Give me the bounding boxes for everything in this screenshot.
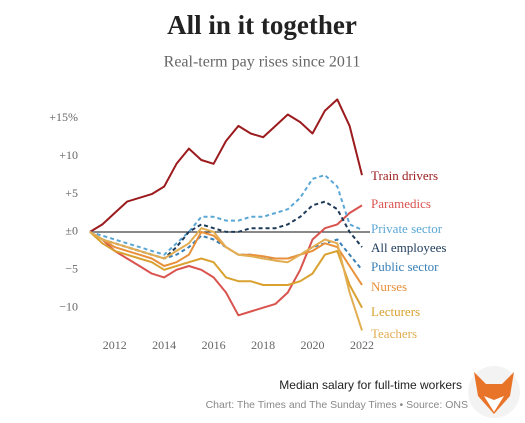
source: Chart: The Times and The Sunday Times • … [206, 399, 468, 411]
y-tick-label: −5 [65, 262, 78, 276]
series-label: All employees [371, 240, 446, 255]
series-label: Private sector [371, 221, 443, 236]
series-label: Teachers [371, 326, 417, 341]
series-label: Public sector [371, 259, 439, 274]
series-line [89, 231, 363, 309]
x-tick-label: 2020 [301, 338, 325, 352]
y-tick-label: −10 [59, 299, 78, 313]
chart-subtitle: Real-term pay rises since 2011 [164, 54, 361, 71]
x-tick-label: 2014 [152, 338, 176, 352]
chart-title: All in it together [167, 10, 357, 40]
y-tick-label: +10 [59, 148, 78, 162]
x-tick-label: 2016 [202, 338, 226, 352]
logo [468, 366, 520, 418]
series-line [89, 227, 363, 331]
series-line [89, 204, 363, 317]
series-line [89, 200, 363, 260]
x-tick-label: 2012 [103, 338, 127, 352]
series-line [89, 174, 363, 256]
x-tick-label: 2022 [350, 338, 374, 352]
series-line [89, 98, 363, 233]
series-label: Lecturers [371, 304, 420, 319]
y-tick-label: +15% [49, 110, 78, 124]
series-label: Train drivers [371, 168, 438, 183]
series-label: Nurses [371, 279, 407, 294]
series-label: Paramedics [371, 196, 431, 211]
series-line [89, 231, 363, 271]
note: Median salary for full-time workers [279, 378, 462, 392]
y-tick-label: +5 [65, 186, 78, 200]
x-tick-label: 2018 [251, 338, 275, 352]
y-tick-label: ±0 [65, 224, 78, 238]
